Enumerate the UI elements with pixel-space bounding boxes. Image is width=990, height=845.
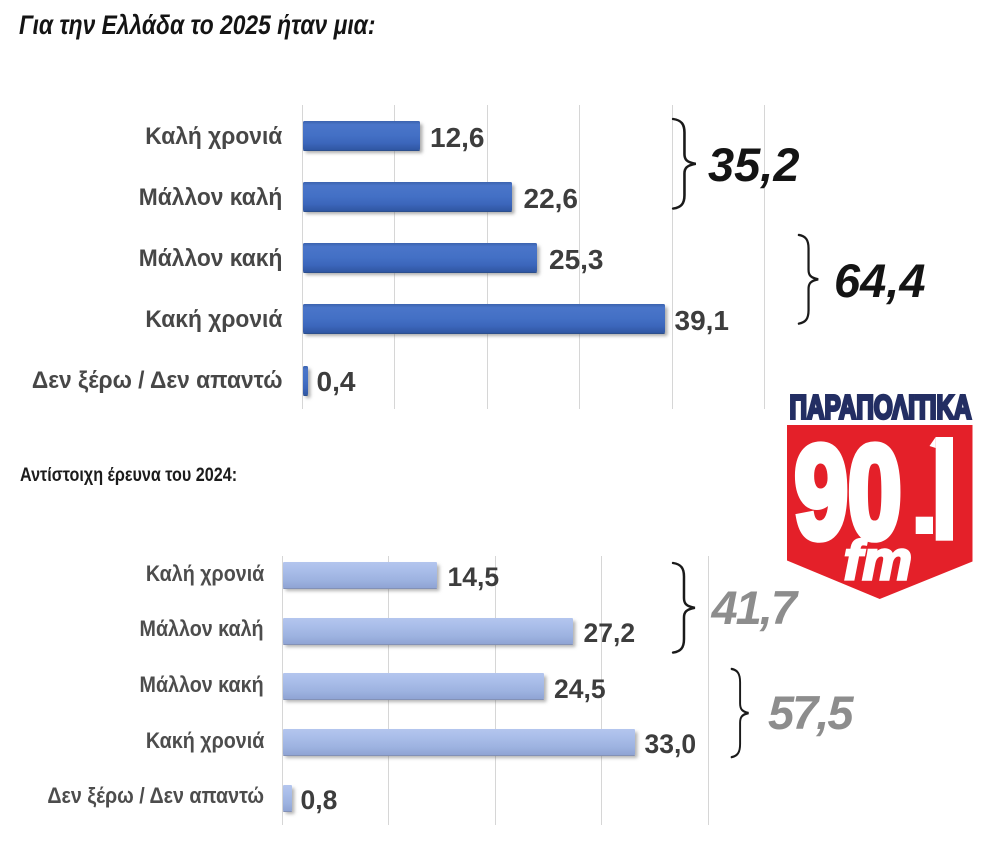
svg-text:ΠΑΡΑΠΟΛΙΤΙΚΑ: ΠΑΡΑΠΟΛΙΤΙΚΑ xyxy=(790,389,972,426)
svg-text:fm: fm xyxy=(844,529,912,592)
svg-text:90: 90 xyxy=(795,419,902,566)
